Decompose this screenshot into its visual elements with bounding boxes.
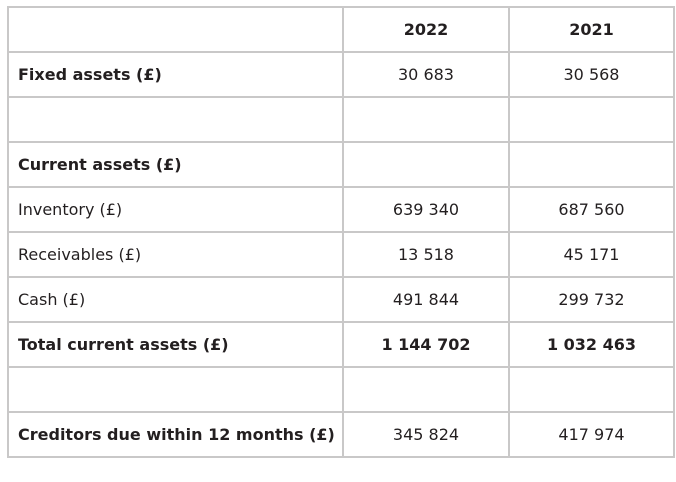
value-cell-2021: 417 974	[508, 411, 675, 458]
value-cell-2021: 299 732	[508, 276, 675, 323]
table-row: Inventory (£) 639 340 687 560	[7, 186, 675, 233]
row-label-cell: Receivables (£)	[7, 231, 344, 278]
value-cell-2022: 491 844	[342, 276, 510, 323]
table-row: Cash (£) 491 844 299 732	[7, 276, 675, 323]
value-cell-2022: 1 144 702	[342, 321, 510, 368]
value-cell-2021: 45 171	[508, 231, 675, 278]
value-cell-2022: 345 824	[342, 411, 510, 458]
row-label-cell: Total current assets (£)	[7, 321, 344, 368]
value-cell-2022	[342, 366, 510, 413]
row-label-cell: Inventory (£)	[7, 186, 344, 233]
value-cell-2021: 687 560	[508, 186, 675, 233]
table-row: Total current assets (£) 1 144 702 1 032 4…	[7, 321, 675, 368]
row-label-cell	[7, 96, 344, 143]
value-cell-2022	[342, 141, 510, 188]
header-year-2022: 2022	[342, 6, 510, 53]
value-cell-2022: 30 683	[342, 51, 510, 98]
value-cell-2021	[508, 96, 675, 143]
table-row: Fixed assets (£) 30 683 30 568	[7, 51, 675, 98]
table-row: Current assets (£)	[7, 141, 675, 188]
value-cell-2021: 30 568	[508, 51, 675, 98]
value-cell-2021	[508, 366, 675, 413]
row-label-cell: Cash (£)	[7, 276, 344, 323]
header-year-2021: 2021	[508, 6, 675, 53]
row-label-cell: Fixed assets (£)	[7, 51, 344, 98]
header-row: 2022 2021	[7, 6, 675, 53]
row-label-cell: Current assets (£)	[7, 141, 344, 188]
value-cell-2021	[508, 141, 675, 188]
header-label-cell	[7, 6, 344, 53]
table-row: Receivables (£) 13 518 45 171	[7, 231, 675, 278]
row-label-cell	[7, 366, 344, 413]
value-cell-2022: 639 340	[342, 186, 510, 233]
table-row: Creditors due within 12 months (£) 345 82…	[7, 411, 675, 458]
balance-sheet-table: 2022 2021 Fixed assets (£) 30 683 30 568 Cu…	[7, 6, 675, 458]
value-cell-2022: 13 518	[342, 231, 510, 278]
table-row	[7, 96, 675, 143]
table-row	[7, 366, 675, 413]
value-cell-2021: 1 032 463	[508, 321, 675, 368]
row-label-cell: Creditors due within 12 months (£)	[7, 411, 344, 458]
value-cell-2022	[342, 96, 510, 143]
